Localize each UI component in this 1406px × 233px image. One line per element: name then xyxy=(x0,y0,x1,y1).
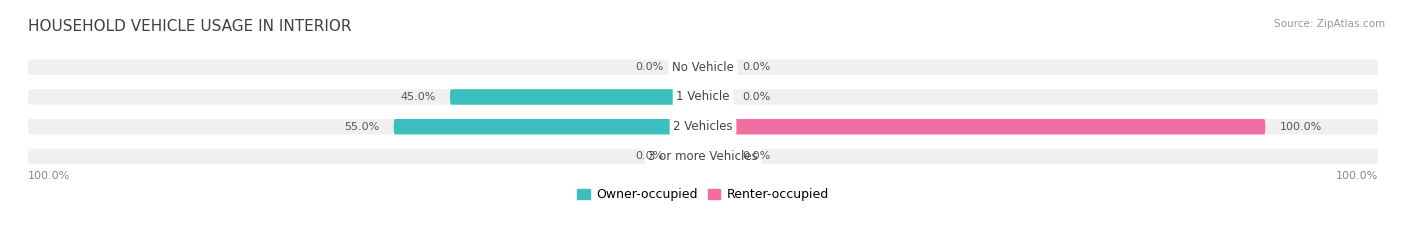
Text: 45.0%: 45.0% xyxy=(401,92,436,102)
Text: HOUSEHOLD VEHICLE USAGE IN INTERIOR: HOUSEHOLD VEHICLE USAGE IN INTERIOR xyxy=(28,19,352,34)
FancyBboxPatch shape xyxy=(28,149,1378,164)
Text: 2 Vehicles: 2 Vehicles xyxy=(673,120,733,133)
Text: 3 or more Vehicles: 3 or more Vehicles xyxy=(648,150,758,163)
Text: 0.0%: 0.0% xyxy=(742,62,770,72)
FancyBboxPatch shape xyxy=(678,59,703,75)
Text: 1 Vehicle: 1 Vehicle xyxy=(676,90,730,103)
Legend: Owner-occupied, Renter-occupied: Owner-occupied, Renter-occupied xyxy=(572,183,834,206)
Text: 100.0%: 100.0% xyxy=(1336,171,1378,181)
Text: 0.0%: 0.0% xyxy=(636,62,664,72)
Text: 100.0%: 100.0% xyxy=(28,171,70,181)
FancyBboxPatch shape xyxy=(28,119,1378,134)
Text: 0.0%: 0.0% xyxy=(742,92,770,102)
Text: 100.0%: 100.0% xyxy=(1279,122,1322,132)
FancyBboxPatch shape xyxy=(450,89,703,105)
FancyBboxPatch shape xyxy=(703,89,728,105)
Text: Source: ZipAtlas.com: Source: ZipAtlas.com xyxy=(1274,19,1385,29)
Text: No Vehicle: No Vehicle xyxy=(672,61,734,74)
FancyBboxPatch shape xyxy=(394,119,703,134)
FancyBboxPatch shape xyxy=(28,59,1378,75)
FancyBboxPatch shape xyxy=(28,89,1378,105)
FancyBboxPatch shape xyxy=(703,119,1265,134)
FancyBboxPatch shape xyxy=(678,149,703,164)
FancyBboxPatch shape xyxy=(703,59,728,75)
Text: 0.0%: 0.0% xyxy=(742,151,770,161)
Text: 0.0%: 0.0% xyxy=(636,151,664,161)
FancyBboxPatch shape xyxy=(703,149,728,164)
Text: 55.0%: 55.0% xyxy=(344,122,380,132)
